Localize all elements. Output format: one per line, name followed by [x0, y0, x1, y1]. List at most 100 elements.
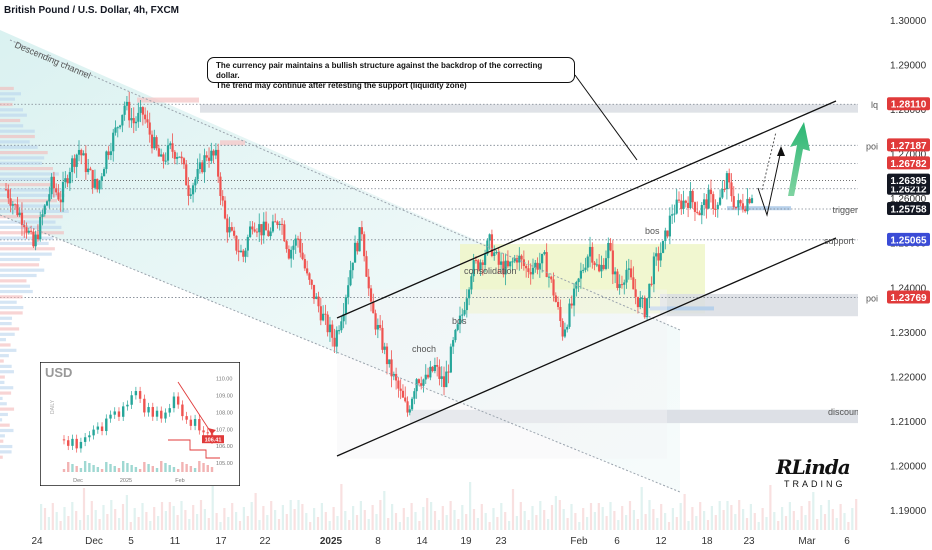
- candle-body: [365, 256, 368, 277]
- volume-bar: [808, 501, 811, 530]
- discount-label: discount: [828, 407, 862, 417]
- profile-bar: [0, 161, 43, 165]
- volume-bar: [562, 509, 565, 530]
- volume-bar: [496, 517, 499, 530]
- candle-body: [228, 227, 231, 233]
- candle-body: [340, 321, 343, 331]
- profile-bar: [0, 86, 14, 91]
- inset-y-tick-4: 106.00: [216, 444, 233, 450]
- profile-bar: [0, 193, 65, 197]
- y-tick-11: 1.19000: [890, 506, 927, 517]
- candle-body: [189, 194, 192, 196]
- candle-body: [620, 284, 624, 286]
- profile-bar: [0, 332, 15, 336]
- volume-bar: [605, 516, 608, 530]
- volume-bar: [745, 518, 749, 530]
- candle-body: [303, 259, 306, 269]
- candle-body: [271, 221, 275, 232]
- volume-bar: [640, 487, 643, 530]
- candle-body: [465, 298, 468, 311]
- candle-body: [105, 151, 108, 170]
- candle-body: [96, 178, 99, 190]
- candle-body: [693, 202, 697, 212]
- volume-bar: [153, 507, 156, 530]
- volume-bar: [511, 489, 515, 530]
- candle-body: [71, 158, 74, 173]
- candle-body: [632, 277, 635, 290]
- profile-bar: [0, 444, 13, 449]
- inset-volume: [113, 466, 116, 472]
- candle-body: [301, 252, 304, 260]
- level-tag-bg-0: [887, 97, 930, 111]
- candle-body: [618, 284, 621, 288]
- candle-body: [732, 196, 735, 207]
- candle-body: [456, 324, 459, 330]
- candle-body: [529, 272, 532, 275]
- inset-candle: [155, 410, 159, 417]
- volume-bar: [597, 503, 600, 530]
- candle-body: [342, 313, 345, 322]
- candle-body: [178, 156, 181, 158]
- inset-volume: [75, 466, 78, 472]
- inset-volume: [122, 461, 125, 472]
- candle-body: [744, 209, 747, 212]
- inset-candle: [75, 438, 78, 449]
- volume-bar: [375, 514, 378, 530]
- volume-bar: [831, 509, 834, 530]
- y-tick-3: 1.27000: [890, 150, 927, 161]
- candle-body: [648, 283, 651, 299]
- candle-body: [253, 229, 256, 232]
- volume-bar: [363, 510, 366, 530]
- candle-body: [502, 261, 505, 275]
- volume-bar: [558, 500, 561, 530]
- inset-candle: [109, 414, 112, 419]
- candle-body: [408, 409, 411, 413]
- candle-body: [100, 176, 103, 181]
- volume-bar: [359, 501, 362, 530]
- volume-bar: [461, 505, 464, 530]
- candle-body: [112, 132, 115, 152]
- channel-upper-line[interactable]: [336, 100, 837, 319]
- candle-body: [401, 390, 405, 398]
- volume-bar: [656, 518, 659, 530]
- candle-body: [518, 255, 521, 263]
- candle-body: [696, 211, 699, 213]
- candle-body: [545, 252, 548, 277]
- candle-body: [609, 242, 612, 251]
- volume-bar: [47, 517, 50, 530]
- candle-body: [614, 271, 617, 275]
- channel-lower-line[interactable]: [336, 237, 837, 457]
- x-tick-10: 23: [495, 536, 507, 547]
- volume-bar: [500, 503, 503, 530]
- rlinda-logo: RLinda TRADING: [776, 455, 851, 491]
- candle-body: [77, 149, 81, 155]
- candle-body: [32, 231, 35, 247]
- inset-volume: [172, 467, 176, 472]
- candle-body: [438, 366, 441, 379]
- candle-body: [668, 215, 671, 237]
- volume-bar: [527, 520, 530, 530]
- candle-body: [413, 391, 416, 399]
- volume-bar: [348, 520, 351, 530]
- profile-bar: [0, 102, 13, 107]
- volume-bar: [387, 518, 390, 530]
- candle-body: [714, 209, 717, 211]
- projection-dotted: [761, 131, 777, 191]
- candle-body: [725, 173, 729, 190]
- x-tick-13: 12: [655, 536, 667, 547]
- candle-body: [128, 101, 131, 121]
- volume-bar: [129, 522, 132, 530]
- volume-bar: [788, 502, 791, 530]
- volume-bar: [570, 504, 573, 530]
- inset-y-tick-5: 105.00: [216, 461, 233, 467]
- inset-volume: [185, 464, 188, 472]
- inset-candle: [193, 419, 197, 426]
- volume-bar: [703, 511, 706, 530]
- inset-candle: [67, 440, 70, 446]
- candle-body: [187, 185, 190, 196]
- profile-bar: [0, 311, 23, 315]
- level-name-4: trigger: [832, 205, 858, 215]
- profile-bar: [0, 289, 33, 294]
